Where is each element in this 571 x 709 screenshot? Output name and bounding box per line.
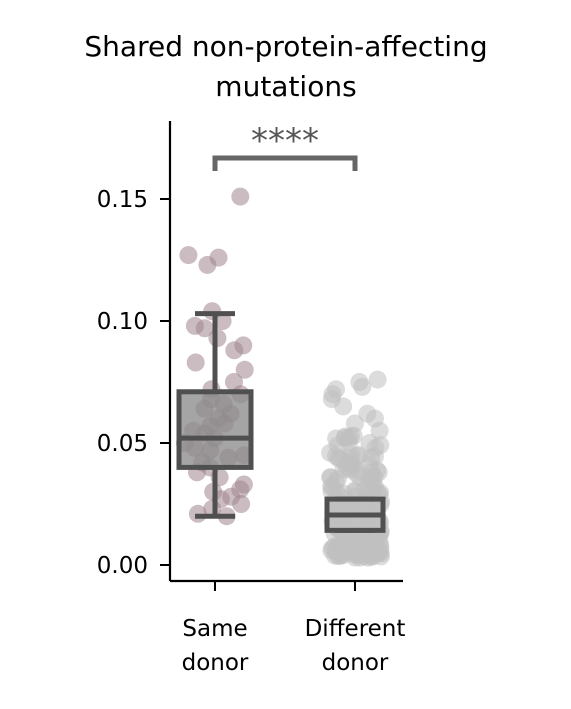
data-point [371, 436, 390, 455]
x-tick-label: Same [182, 616, 247, 642]
y-tick-label: 0.15 [97, 187, 148, 213]
x-axis-labels: Same donor Different donor [182, 616, 406, 676]
bracket-line [212, 155, 358, 171]
data-point [334, 460, 353, 479]
data-point [195, 319, 214, 338]
significance-bracket: **** [212, 121, 358, 171]
y-axis-ticks: 0.00 0.05 0.10 0.15 [97, 187, 170, 579]
y-tick-label: 0.10 [97, 309, 148, 335]
data-point [332, 546, 351, 564]
x-tick-label: Different [305, 616, 406, 642]
data-point [368, 370, 387, 389]
iqr-box [176, 389, 254, 470]
data-point [186, 353, 205, 372]
axes [168, 121, 403, 591]
data-point [362, 463, 381, 482]
boxplots [176, 311, 386, 533]
title-line-2: mutations [215, 70, 356, 103]
data-point [213, 312, 232, 330]
data-point [348, 447, 367, 465]
boxplot-same-donor [176, 311, 254, 519]
title-line-1: Shared non-protein-affecting [84, 30, 487, 63]
y-tick-label: 0.05 [97, 431, 148, 457]
data-point [353, 377, 372, 396]
y-tick-label: 0.00 [97, 553, 148, 579]
data-point [328, 436, 347, 455]
chart-title: Shared non-protein-affecting mutations [84, 30, 487, 103]
data-point [235, 360, 254, 379]
data-point [355, 535, 374, 554]
x-tick-label: donor [322, 650, 389, 676]
data-point [232, 495, 251, 513]
boxplot-different-donor [324, 496, 386, 533]
significance-label: **** [251, 121, 319, 161]
data-point [225, 341, 244, 360]
data-point [334, 397, 353, 416]
data-point [179, 246, 198, 265]
data-point [231, 187, 250, 206]
x-tick-label: donor [182, 650, 249, 676]
data-point [370, 421, 389, 440]
data-point [198, 255, 217, 274]
